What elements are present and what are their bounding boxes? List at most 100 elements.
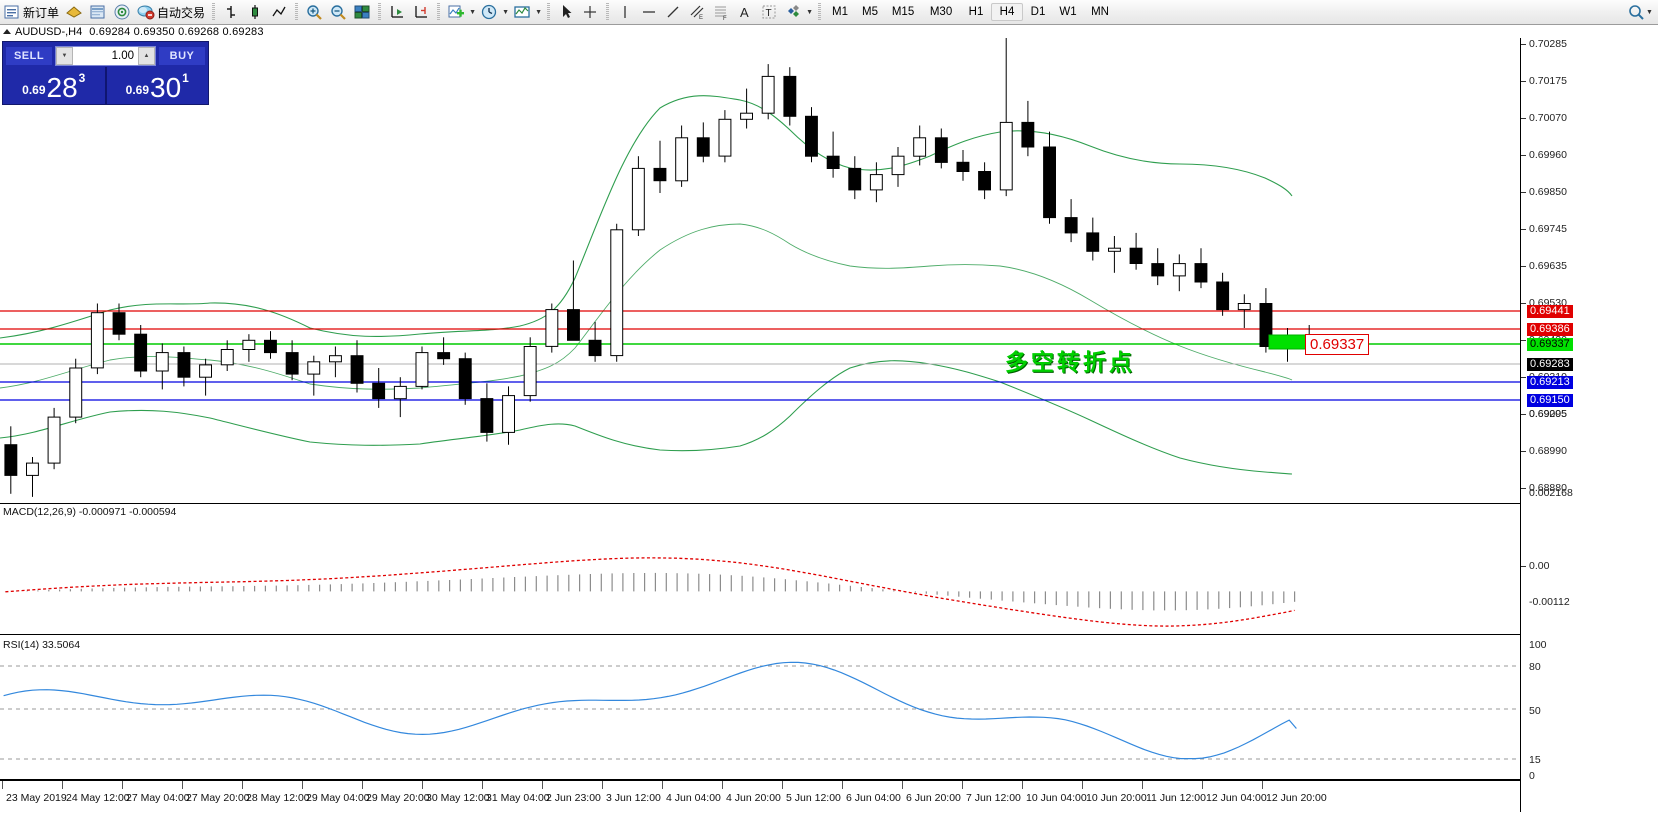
- zoom-in-button[interactable]: [302, 1, 326, 23]
- templates-icon: [513, 3, 531, 21]
- time-tick-label: 4 Jun 20:00: [726, 792, 781, 804]
- time-tick: [2, 781, 3, 789]
- add-indicator-button[interactable]: [444, 1, 468, 23]
- cursor-button[interactable]: [554, 1, 578, 23]
- crosshair-button[interactable]: [578, 1, 602, 23]
- autotrading-label: 自动交易: [157, 5, 206, 20]
- time-tick: [1262, 781, 1263, 789]
- price-tick-label: 0.69095: [1529, 408, 1567, 420]
- time-tick-label: 10 Jun 20:00: [1086, 792, 1147, 804]
- data-window-button[interactable]: [86, 1, 110, 23]
- timeframe-m1[interactable]: M1: [832, 6, 849, 18]
- time-tick-label: 6 Jun 04:00: [846, 792, 901, 804]
- candlestick-chart-button[interactable]: [243, 1, 267, 23]
- objects-list-button[interactable]: [781, 1, 805, 23]
- time-tick-label: 12 Jun 04:00: [1206, 792, 1267, 804]
- timeframe-m5[interactable]: M5: [862, 6, 879, 18]
- trendline-button[interactable]: [661, 1, 685, 23]
- tile-windows-button[interactable]: [350, 1, 374, 23]
- expert-advisor-icon: [65, 3, 83, 21]
- cursor-icon: [557, 3, 575, 21]
- sell-button[interactable]: SELL: [6, 46, 52, 65]
- horizontal-line-button[interactable]: [637, 1, 661, 23]
- text-object-button[interactable]: T: [757, 1, 781, 23]
- price-pane[interactable]: 多空转折点 0.69337: [0, 38, 1520, 503]
- pane-divider: [0, 634, 1520, 635]
- time-tick-label: 31 May 04:00: [486, 792, 550, 804]
- macd-tick: 0.002168: [1521, 487, 1573, 499]
- text-label-button[interactable]: A: [733, 1, 757, 23]
- expert-advisor-button[interactable]: [62, 1, 86, 23]
- time-tick-label: 6 Jun 20:00: [906, 792, 961, 804]
- timeframe-m30[interactable]: M30: [929, 6, 953, 18]
- fibonacci-button[interactable]: F: [709, 1, 733, 23]
- navigator-button[interactable]: [110, 1, 134, 23]
- chevron-down-icon[interactable]: ▼: [469, 8, 476, 16]
- period-button[interactable]: [477, 1, 501, 23]
- chevron-down-icon[interactable]: ▼: [502, 8, 509, 16]
- one-click-trading-panel[interactable]: SELL ▼ 1.00 ▲ BUY 0.69 28 3 0.69 30 1: [2, 41, 209, 105]
- buy-button[interactable]: BUY: [159, 46, 205, 65]
- time-tick-label: 12 Jun 20:00: [1266, 792, 1327, 804]
- rsi-pane[interactable]: RSI(14) 33.5064: [0, 638, 1520, 780]
- volume-value[interactable]: 1.00: [73, 47, 138, 64]
- volume-decrease-button[interactable]: ▼: [56, 46, 73, 65]
- zoom-out-button[interactable]: [326, 1, 350, 23]
- rsi-tick: 100: [1521, 639, 1547, 651]
- time-tick-label: 2 Jun 23:00: [546, 792, 601, 804]
- toolbar-separator: [606, 3, 610, 21]
- time-tick: [722, 781, 723, 789]
- toolbar-separator: [547, 3, 551, 21]
- chart-shift-icon: [388, 3, 406, 21]
- timeframe-d1[interactable]: D1: [1030, 6, 1046, 18]
- zoom-in-icon: [305, 3, 323, 21]
- vertical-line-button[interactable]: [613, 1, 637, 23]
- level-tag-bid: 0.69283: [1527, 358, 1573, 371]
- timeframe-h4[interactable]: H4: [991, 3, 1024, 21]
- candlestick-chart-icon: [246, 3, 264, 21]
- macd-pane[interactable]: MACD(12,26,9) -0.000971 -0.000594: [0, 505, 1520, 636]
- autotrading-button[interactable]: 自动交易: [134, 1, 208, 23]
- macd-tick-label: 0.00: [1529, 560, 1550, 572]
- timeframe-h1[interactable]: H1: [968, 6, 984, 18]
- volume-stepper[interactable]: ▼ 1.00 ▲: [55, 45, 156, 66]
- line-chart-button[interactable]: [267, 1, 291, 23]
- chevron-down-icon[interactable]: ▼: [806, 8, 813, 16]
- buy-quote[interactable]: 0.69 30 1: [107, 67, 209, 104]
- auto-scroll-button[interactable]: [409, 1, 433, 23]
- bar-chart-button[interactable]: [219, 1, 243, 23]
- collapse-triangle-icon[interactable]: [3, 29, 11, 34]
- timeframe-group: M1 M5 M15 M30 H1 H4 D1 W1 MN: [825, 3, 1117, 21]
- timeframe-m15[interactable]: M15: [891, 6, 915, 18]
- equidistant-channel-button[interactable]: E: [685, 1, 709, 23]
- toolbar-separator: [378, 3, 382, 21]
- timeframe-mn[interactable]: MN: [1091, 6, 1109, 18]
- fibonacci-icon: F: [712, 3, 730, 21]
- chevron-down-icon[interactable]: ▼: [535, 8, 542, 16]
- time-tick-label: 23 May 2019: [6, 792, 67, 804]
- price-scale[interactable]: 0.70285 0.70175 0.70070 0.69960 0.69850 …: [1520, 38, 1658, 812]
- price-tick: 0.69960: [1521, 149, 1567, 161]
- timeframe-w1[interactable]: W1: [1059, 6, 1077, 18]
- new-order-button[interactable]: 新订单: [0, 1, 62, 23]
- templates-button[interactable]: [510, 1, 534, 23]
- chart-shift-button[interactable]: [385, 1, 409, 23]
- search-icon[interactable]: [1627, 3, 1645, 21]
- level-tag-pivot: 0.69337: [1527, 338, 1573, 351]
- chart-area: 多空转折点 0.69337 MACD(12,26,9) -0.000971 -0…: [0, 38, 1658, 812]
- sell-quote[interactable]: 0.69 28 3: [3, 67, 107, 104]
- sell-price-prefix: 0.69: [22, 83, 46, 97]
- zoom-out-icon: [329, 3, 347, 21]
- chevron-down-icon[interactable]: ▼: [1646, 8, 1653, 16]
- time-tick-label: 27 May 04:00: [126, 792, 190, 804]
- time-scale[interactable]: 23 May 2019 24 May 12:00 27 May 04:00 27 Ma…: [0, 780, 1520, 813]
- price-tick: 0.69635: [1521, 260, 1567, 272]
- time-tick-label: 5 Jun 12:00: [786, 792, 841, 804]
- price-tick: 0.70175: [1521, 75, 1567, 87]
- rsi-chart-svg: [0, 661, 1520, 760]
- macd-tick-label: -0.00112: [1529, 596, 1570, 608]
- volume-increase-button[interactable]: ▲: [138, 46, 155, 65]
- rsi-tick: 15: [1521, 754, 1541, 766]
- rsi-tick-label: 15: [1529, 754, 1541, 766]
- buy-price-prefix: 0.69: [125, 83, 149, 97]
